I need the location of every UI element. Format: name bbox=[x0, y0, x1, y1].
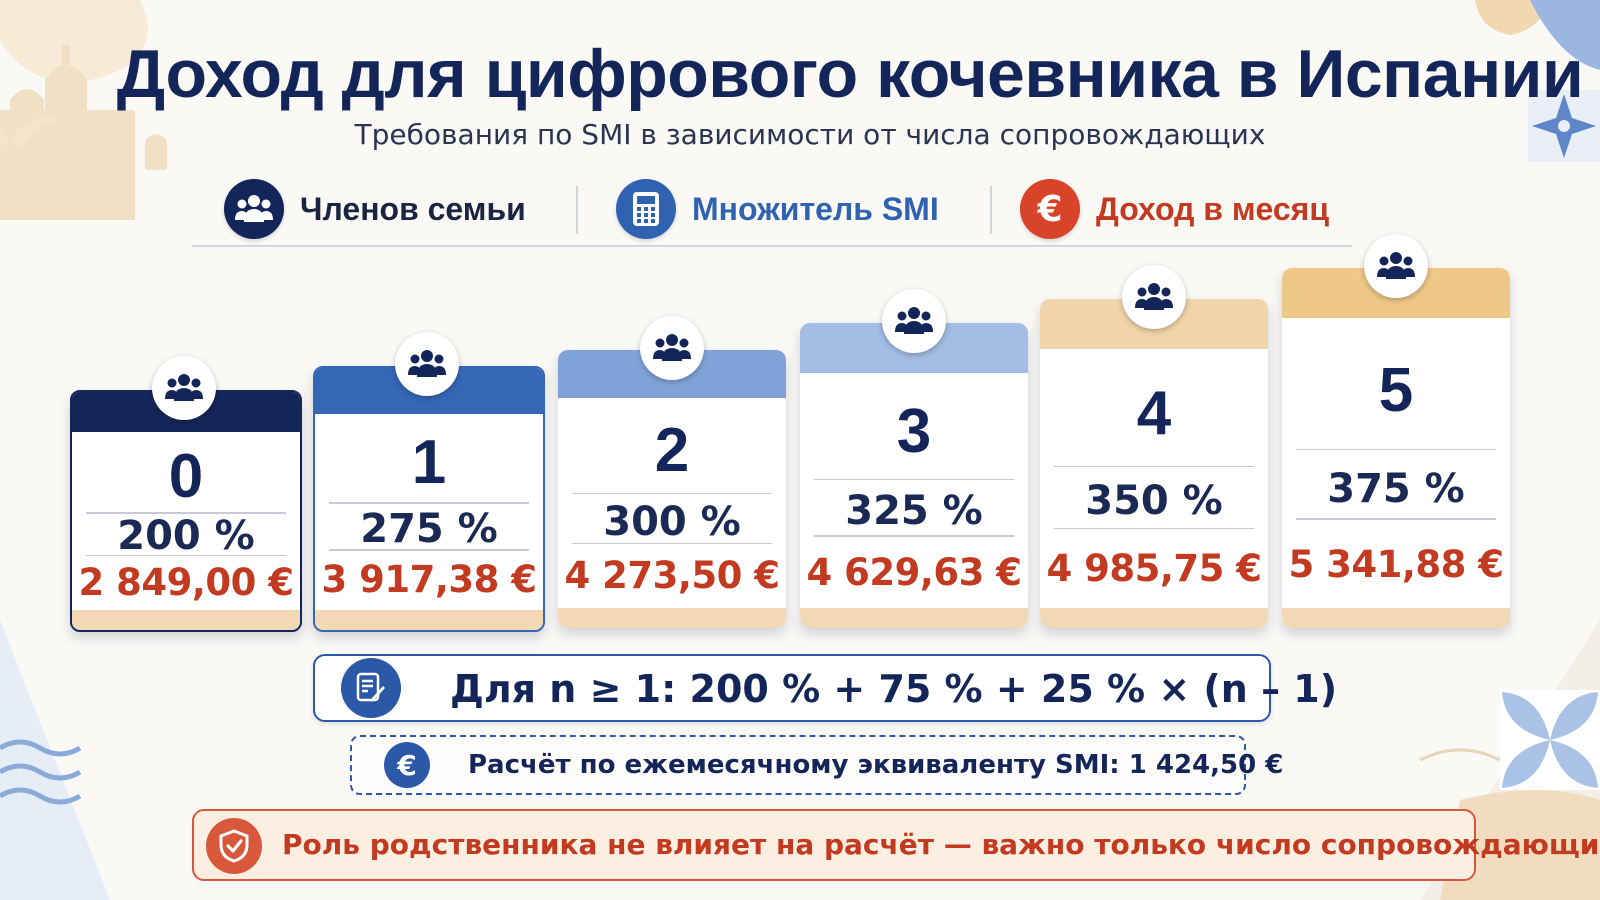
card-divider bbox=[1054, 465, 1254, 468]
card-divider bbox=[86, 512, 286, 514]
document-edit-icon bbox=[341, 658, 401, 718]
card-income: 5 341,88 € bbox=[1288, 542, 1504, 586]
card-members: 4 bbox=[1136, 378, 1172, 448]
warning-text: Роль родственника не влияет на расчёт — … bbox=[282, 828, 1600, 861]
family-icon bbox=[640, 316, 704, 380]
town-silhouette-icon bbox=[0, 45, 167, 220]
card-multiplier: 300 % bbox=[603, 498, 741, 545]
card-members: 1 bbox=[411, 427, 447, 497]
family-icon bbox=[882, 289, 946, 353]
card-members: 0 bbox=[168, 441, 204, 511]
card-divider bbox=[572, 542, 772, 545]
card-income: 4 985,75 € bbox=[1046, 546, 1262, 590]
income-card: 5 375 % 5 341,88 € bbox=[1282, 268, 1510, 628]
card-footer bbox=[1040, 608, 1268, 628]
legend-item-family: Членов семьи bbox=[224, 176, 526, 242]
family-icon bbox=[395, 332, 459, 396]
card-footer bbox=[1282, 608, 1510, 628]
card-divider bbox=[86, 554, 286, 557]
family-icon bbox=[1364, 234, 1428, 298]
family-icon bbox=[1122, 265, 1186, 329]
card-income: 3 917,38 € bbox=[321, 558, 537, 602]
legend-divider bbox=[576, 186, 578, 234]
card-footer bbox=[72, 610, 300, 630]
card-divider bbox=[1054, 527, 1254, 530]
income-card: 1 275 % 3 917,38 € bbox=[313, 366, 545, 632]
card-multiplier: 350 % bbox=[1085, 477, 1223, 524]
legend-item-income: € Доход в месяц bbox=[1020, 176, 1329, 242]
card-divider bbox=[329, 549, 529, 551]
tile-pattern-icon bbox=[1532, 94, 1596, 158]
smi-note-text: Расчёт по ежемесячному эквиваленту SMI: … bbox=[468, 750, 1284, 780]
warning-banner: Роль родственника не влияет на расчёт — … bbox=[192, 809, 1600, 881]
card-divider bbox=[1296, 448, 1496, 450]
euro-icon: € bbox=[384, 742, 430, 788]
card-divider bbox=[814, 535, 1014, 537]
card-divider bbox=[329, 502, 529, 504]
card-multiplier: 200 % bbox=[117, 513, 255, 560]
card-members: 2 bbox=[654, 415, 690, 485]
card-multiplier: 275 % bbox=[360, 506, 498, 553]
card-income: 4 273,50 € bbox=[564, 554, 780, 598]
card-income: 4 629,63 € bbox=[806, 550, 1022, 594]
formula-text: Для n ≥ 1: 200 % + 75 % + 25 % × (n – 1) bbox=[450, 667, 1338, 711]
family-icon bbox=[224, 179, 284, 239]
calculator-icon bbox=[616, 179, 676, 239]
page-title: Доход для цифрового кочевника в Испании bbox=[116, 36, 1584, 112]
legend-label-multiplier: Множитель SMI bbox=[692, 190, 939, 227]
card-divider bbox=[814, 478, 1014, 481]
shield-check-icon bbox=[206, 818, 262, 874]
legend-label-income: Доход в месяц bbox=[1096, 190, 1330, 227]
income-card: 4 350 % 4 985,75 € bbox=[1040, 299, 1268, 628]
page-subtitle: Требования по SMI в зависимости от числа… bbox=[354, 118, 1266, 151]
legend-item-multiplier: Множитель SMI bbox=[616, 176, 939, 242]
card-divider bbox=[1296, 518, 1496, 520]
formula-box: Для n ≥ 1: 200 % + 75 % + 25 % × (n – 1) bbox=[313, 654, 1337, 722]
card-members: 3 bbox=[896, 396, 932, 466]
card-multiplier: 375 % bbox=[1327, 466, 1465, 513]
card-footer bbox=[558, 608, 786, 628]
legend-divider bbox=[990, 186, 992, 234]
euro-icon: € bbox=[1020, 179, 1080, 239]
card-income: 2 849,00 € bbox=[78, 561, 294, 605]
card-divider bbox=[572, 492, 772, 494]
income-card: 3 325 % 4 629,63 € bbox=[800, 323, 1028, 628]
smi-note: € Расчёт по ежемесячному эквиваленту SMI… bbox=[350, 735, 1283, 795]
card-footer bbox=[800, 608, 1028, 628]
tile-flower-icon bbox=[1502, 692, 1598, 788]
family-icon bbox=[152, 356, 216, 420]
income-card: 2 300 % 4 273,50 € bbox=[558, 350, 786, 628]
card-footer bbox=[315, 610, 543, 630]
legend-label-family: Членов семьи bbox=[300, 190, 526, 227]
card-multiplier: 325 % bbox=[845, 488, 983, 535]
card-members: 5 bbox=[1378, 355, 1414, 425]
income-card: 0 200 % 2 849,00 € bbox=[70, 390, 302, 632]
waves-icon bbox=[0, 739, 82, 805]
legend-underline bbox=[192, 245, 1352, 247]
